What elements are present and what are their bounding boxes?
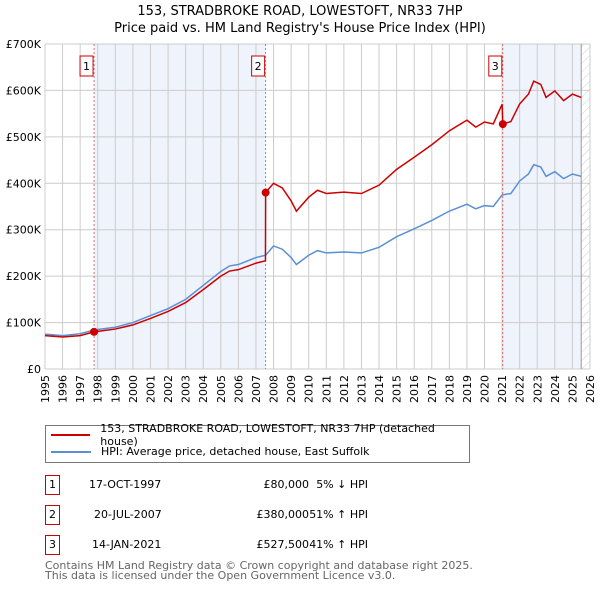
x-tick-label: 2026 [584,375,597,403]
future-hatch [581,44,590,369]
legend-label: HPI: Average price, detached house, East… [101,445,370,458]
x-tick-label: 2007 [250,375,263,403]
x-tick-label: 2020 [479,375,492,403]
title-line: 153, STRADBROKE ROAD, LOWESTOFT, NR33 7H… [137,4,463,19]
x-tick-label: 2014 [373,375,386,403]
subtitle-line: Price paid vs. HM Land Registry's House … [114,21,486,36]
x-tick-label: 2011 [320,375,333,403]
sale-hpi: 41% ↑ HPI [309,538,368,551]
x-tick-label: 2005 [215,375,228,403]
x-tick-label: 1998 [92,375,105,403]
x-tick-label: 2021 [496,375,509,403]
x-tick-label: 2024 [549,375,562,403]
sale-row: 1 17-OCT-1997 £80,000 5% ↓ HPI [45,475,445,495]
x-tick-label: 2019 [461,375,474,403]
footer: Contains HM Land Registry data © Crown c… [45,559,473,582]
x-tick-label: 2006 [232,375,245,403]
y-tick-label: £300K [6,224,42,237]
sale-point [498,120,507,129]
x-tick-label: 2013 [355,375,368,403]
x-tick-label: 1995 [39,375,52,403]
x-tick-label: 2003 [180,375,193,403]
y-tick-label: £0 [27,363,41,376]
x-tick-label: 1999 [109,375,122,403]
x-tick-label: 2015 [391,375,404,403]
shaded-region [94,44,266,369]
legend-swatch-blue [51,450,91,453]
x-tick-label: 2017 [426,375,439,403]
y-tick-label: £200K [6,270,42,283]
sale-price: £80,000 [263,478,310,491]
sale-label: 3 [492,60,499,73]
x-tick-label: 2002 [162,375,175,403]
footer-line: This data is licensed under the Open Gov… [45,569,396,582]
sale-price: £380,000 [256,508,310,521]
y-tick-label: £700K [6,38,42,51]
x-tick-label: 2010 [303,375,316,403]
sale-point [90,327,99,336]
x-tick-label: 2001 [144,375,157,403]
x-tick-label: 2008 [268,375,281,403]
y-tick-label: £100K [6,317,42,330]
x-tick-label: 2018 [443,375,456,403]
x-tick-label: 2016 [408,375,421,403]
x-tick-label: 2022 [514,375,527,403]
x-tick-label: 1996 [57,375,70,403]
y-tick-label: £500K [6,131,42,144]
sale-hpi: 51% ↑ HPI [309,508,368,521]
legend: 153, STRADBROKE ROAD, LOWESTOFT, NR33 7H… [45,422,470,463]
x-tick-label: 2023 [531,375,544,403]
sale-marker-box: 1 [45,475,60,495]
x-tick-label: 2000 [127,375,140,403]
price-chart: 1995 1996 1997 1998 1999 2000 2001 2002 2003 2004… [6,38,597,403]
sale-label-box [79,55,94,77]
legend-swatch-red [51,433,91,436]
y-tick-label: £600K [6,84,42,97]
footer-line: Contains HM Land Registry data © Crown c… [45,559,473,572]
y-tick-label: £400K [6,177,42,190]
sale-label-box [488,55,503,77]
chart-title: 153, STRADBROKE ROAD, LOWESTOFT, NR33 7H… [0,3,600,37]
sale-row: 2 20-JUL-2007 £380,000 51% ↑ HPI [45,505,445,525]
x-tick-label: 2004 [197,375,210,403]
sale-point [261,188,270,197]
legend-label: 153, STRADBROKE ROAD, LOWESTOFT, NR33 7H… [100,421,435,448]
sale-price: £527,500 [256,538,310,551]
x-tick-label: 2025 [566,375,579,403]
sale-date: 20-JUL-2007 [94,508,162,521]
hpi-line [44,163,582,337]
legend-item-hpi: HPI: Average price, detached house, East… [46,443,469,460]
shaded-region [502,44,582,369]
x-tick-label: 1997 [74,375,87,403]
sale-label: 1 [83,60,90,73]
sale-label-box [251,55,266,77]
sale-label: 2 [255,60,262,73]
sale-row: 3 14-JAN-2021 £527,500 41% ↑ HPI [45,535,445,555]
x-tick-label: 2012 [338,375,351,403]
sale-marker-box: 3 [45,535,60,555]
sale-marker-box: 2 [45,505,60,525]
x-tick-label: 2009 [285,375,298,403]
sale-date: 17-OCT-1997 [89,478,162,491]
legend-item-property: 153, STRADBROKE ROAD, LOWESTOFT, NR33 7H… [46,422,469,448]
sale-hpi: 5% ↓ HPI [316,478,368,491]
price-paid-line [44,80,582,338]
sale-date: 14-JAN-2021 [92,538,162,551]
